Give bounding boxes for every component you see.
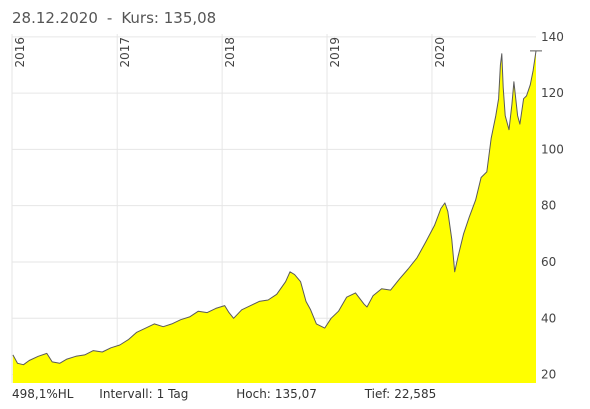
interval-label: Intervall: [99, 387, 153, 401]
y-tick-label: 80 [541, 199, 556, 213]
x-tick-label: 2020 [433, 37, 447, 68]
high-info: Hoch: 135,07 [236, 387, 339, 401]
header-separator: - [106, 9, 113, 27]
y-tick-label: 100 [541, 142, 564, 156]
high-label: Hoch: [236, 387, 271, 401]
price-area-fill [12, 50, 536, 384]
x-tick-label: 2016 [13, 37, 27, 68]
x-tick-label: 2019 [328, 37, 342, 68]
y-tick-label: 40 [541, 311, 556, 325]
performance-value: 498,1%HL [12, 387, 74, 401]
low-label: Tief: [364, 387, 391, 401]
quote-date: 28.12.2020 [12, 9, 98, 27]
high-value: 135,07 [274, 387, 317, 401]
y-tick-label: 140 [541, 30, 564, 44]
low-info: Tief: 22,585 [365, 387, 459, 401]
y-axis-labels: 20 40 60 80 100 120 140 [541, 30, 564, 382]
interval-info: Intervall: 1 Tag [99, 387, 210, 401]
x-tick-label: 2018 [223, 37, 237, 68]
y-tick-label: 20 [541, 368, 556, 382]
price-line [12, 50, 537, 366]
price-label: Kurs: [121, 9, 159, 27]
y-tick-label: 120 [541, 86, 564, 100]
price-value: 135,08 [163, 9, 217, 27]
chart-header: 28.12.2020- Kurs: 135,08 [12, 9, 216, 27]
x-axis-labels: 2016 2017 2018 2019 2020 [13, 37, 447, 68]
y-tick-label: 60 [541, 255, 556, 269]
interval-value: 1 Tag [156, 387, 189, 401]
chart-footer: 498,1%HL Intervall: 1 Tag Hoch: 135,07 Tie… [12, 387, 480, 401]
price-area [12, 50, 537, 384]
low-value: 22,585 [394, 387, 437, 401]
x-tick-label: 2017 [118, 37, 132, 68]
